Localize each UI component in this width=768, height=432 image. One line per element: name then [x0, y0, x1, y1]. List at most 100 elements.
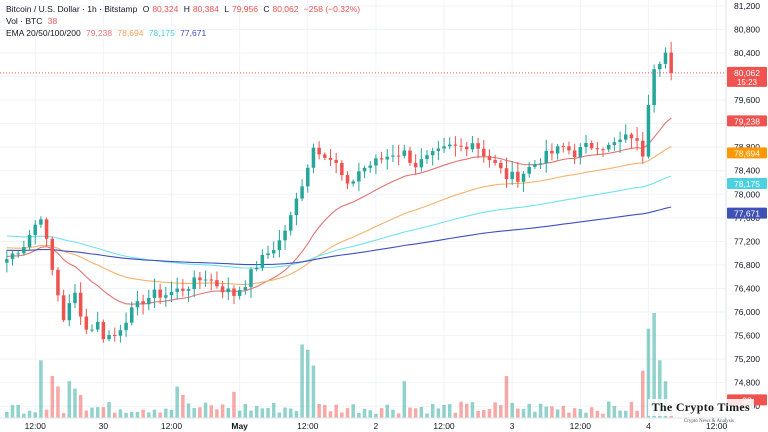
volume-bar — [402, 381, 407, 418]
volume-bar — [5, 411, 9, 418]
candle-body — [249, 269, 253, 288]
candle-body — [391, 155, 395, 157]
time-tick-label: 12:00 — [433, 421, 455, 431]
time-tick-label: 12:00 — [706, 421, 728, 431]
candle-body — [567, 146, 571, 151]
volume-bar — [226, 407, 231, 418]
candle-body — [561, 146, 566, 148]
candle-body — [141, 301, 145, 305]
volume-bar — [266, 407, 270, 418]
time-tick-label: 4 — [646, 421, 651, 431]
volume-bar — [430, 403, 435, 418]
candle-body — [453, 144, 458, 146]
price-tag-label: 77,671 — [734, 209, 760, 219]
candle-body — [646, 104, 651, 157]
candle-body — [107, 334, 111, 340]
volume-bar — [78, 394, 83, 418]
candle-body — [152, 289, 157, 298]
candle-body — [220, 286, 225, 293]
candle-body — [271, 250, 276, 254]
volume-bar — [135, 411, 140, 418]
ema200-line — [6, 206, 672, 266]
volume-bar — [158, 412, 162, 418]
volume-bar — [10, 405, 15, 418]
volume-bar — [555, 409, 560, 418]
candle-body — [641, 140, 645, 157]
volume-bar — [374, 413, 378, 418]
watermark-subtitle: Crypto News & Analysis — [683, 419, 734, 424]
candle-body — [129, 307, 134, 323]
symbol-title: Bitcoin / U.S. Dollar · 1h · Bitstamp — [6, 4, 138, 14]
ohlc-values: O 80,324 H 80,384 L 79,956 C 80,062 −258 (−0… — [142, 4, 361, 14]
candle-body — [635, 138, 639, 141]
volume-bar — [516, 408, 520, 418]
volume-bar — [385, 404, 390, 418]
candle-body — [504, 168, 509, 180]
volume-bar — [334, 404, 338, 418]
volume-bar — [379, 408, 384, 418]
volume-bar — [658, 360, 662, 418]
candle-body — [658, 63, 662, 70]
volume-bar — [271, 402, 276, 418]
volume-bar — [550, 406, 554, 418]
volume-bar — [652, 313, 656, 418]
ema-legend[interactable]: EMA 20/50/100/200 79,238 78,694 78,175 7… — [6, 28, 209, 39]
candle-body — [39, 219, 43, 225]
candle-body — [95, 321, 100, 330]
volume-bar — [362, 408, 367, 418]
volume-bar — [90, 407, 94, 418]
volume-bar — [232, 391, 236, 418]
candle-body — [22, 247, 26, 254]
candle-body — [487, 156, 492, 161]
candle-body — [589, 142, 594, 149]
time-tick-label: 12:00 — [25, 421, 47, 431]
candle-body — [572, 150, 577, 158]
price-tick-label: 75,200 — [734, 354, 760, 364]
volume-bar — [107, 401, 111, 418]
candle-body — [101, 321, 106, 340]
candle-body — [124, 322, 128, 331]
candle-body — [362, 167, 367, 172]
time-axis[interactable]: 12:00 30 12:00 May 12:00 2 12:00 3 12:00 4 12:00 — [0, 417, 728, 431]
volume-bar — [44, 409, 49, 418]
volume-bar — [181, 394, 185, 418]
volume-bar — [215, 409, 219, 418]
volume-bar — [124, 412, 128, 418]
candle-body — [288, 215, 293, 231]
candle-body — [283, 230, 287, 241]
candle-body — [482, 148, 486, 157]
candle-body — [209, 279, 214, 281]
candle-body — [135, 301, 140, 308]
candle-body — [334, 159, 338, 163]
candle-body — [618, 139, 622, 143]
candle-body — [158, 289, 162, 298]
volume-bar — [16, 404, 20, 418]
candle-body — [374, 158, 378, 166]
candle-body — [328, 157, 333, 160]
volume-bar — [249, 410, 253, 418]
candle-body — [601, 149, 605, 151]
volume-legend[interactable]: Vol · BTC 38 — [6, 16, 60, 27]
candle-body — [203, 279, 208, 281]
candle-body — [84, 316, 89, 330]
volume-bar — [67, 381, 72, 418]
volume-bar — [646, 328, 651, 418]
volume-bar — [203, 402, 208, 418]
candlesticks — [5, 41, 673, 343]
candle-body — [533, 163, 537, 167]
volume-bar — [175, 386, 179, 418]
volume-bar — [209, 405, 214, 418]
candle-body — [351, 181, 355, 184]
price-tag: 79,238 — [727, 115, 767, 127]
candle-body — [510, 171, 514, 180]
price-tag: 78,694 — [727, 147, 767, 159]
price-tick-label: 79,600 — [734, 95, 760, 105]
price-tag-bg — [727, 66, 767, 87]
chart-grid — [0, 0, 726, 418]
candle-body — [459, 145, 463, 147]
candle-body — [147, 297, 151, 305]
time-tick-label: 12:00 — [297, 421, 319, 431]
